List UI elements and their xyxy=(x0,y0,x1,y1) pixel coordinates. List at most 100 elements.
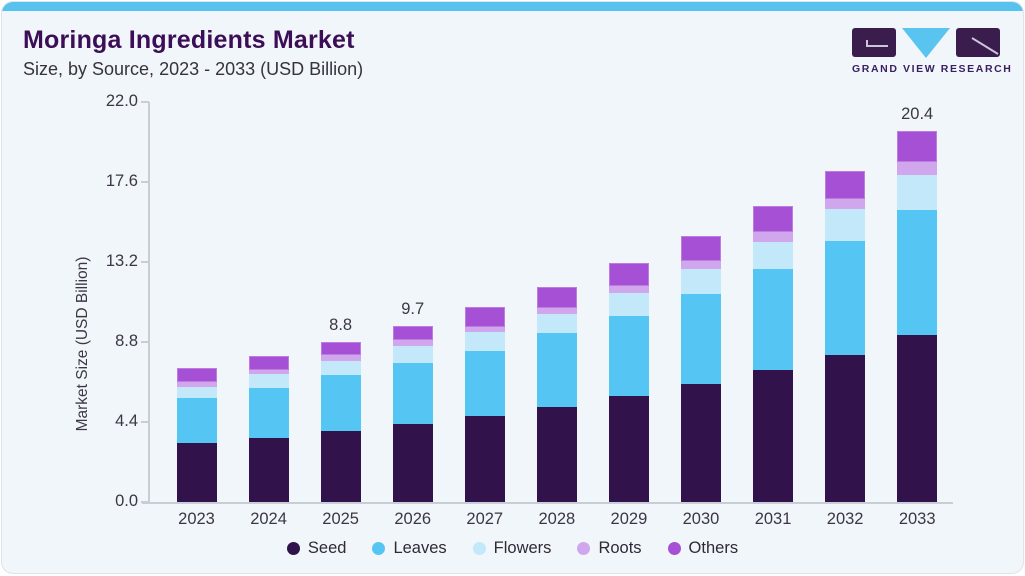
legend-label-seed: Seed xyxy=(307,539,347,557)
bar-segment-flowers-2029 xyxy=(608,292,649,316)
bar-segment-others-2029 xyxy=(608,262,649,286)
x-tick-label-2033: 2033 xyxy=(898,510,936,528)
bar-value-label-2026: 9.7 xyxy=(401,299,425,318)
x-tick-label-2031: 2031 xyxy=(754,510,792,528)
bar-segment-roots-2030 xyxy=(680,261,721,269)
legend-label-roots: Roots xyxy=(598,539,642,557)
y-tick-label: 17.6 xyxy=(105,172,138,190)
bar-segment-others-2031 xyxy=(753,206,794,233)
bar-segment-flowers-2024 xyxy=(248,374,289,388)
y-tick xyxy=(141,341,149,343)
bar-segment-leaves-2024 xyxy=(248,387,289,439)
legend-label-flowers: Flowers xyxy=(493,539,552,557)
bar-segment-others-2032 xyxy=(825,171,866,200)
bar-segment-seed-2027 xyxy=(464,416,505,502)
bar-segment-flowers-2027 xyxy=(464,332,505,351)
bar-segment-roots-2023 xyxy=(176,381,217,387)
bar-segment-seed-2028 xyxy=(536,406,577,502)
stacked-bar-chart: 0.0 4.4 8.8 13.2 17.6 22.0 2023 2024 2025 8.8 2026… xyxy=(106,92,953,528)
legend-item-roots: Roots xyxy=(577,539,642,558)
bar-value-label-2025: 8.8 xyxy=(329,316,353,334)
bar-segment-roots-2024 xyxy=(248,369,289,375)
page-title: Moringa Ingredients Market xyxy=(23,26,355,54)
gvr-logo-v-icon xyxy=(902,28,950,58)
legend-label-others: Others xyxy=(688,539,739,557)
bar-segment-leaves-2025 xyxy=(320,374,361,431)
bar-segment-roots-2032 xyxy=(825,199,866,209)
y-tick-label: 22.0 xyxy=(105,92,138,110)
bar-segment-others-2025 xyxy=(320,342,361,356)
legend-dot-roots xyxy=(577,542,591,555)
bar-segment-seed-2025 xyxy=(320,430,361,502)
bar-value-label-2033: 20.4 xyxy=(901,105,934,124)
bar-segment-seed-2024 xyxy=(248,438,289,502)
legend-item-others: Others xyxy=(667,539,739,558)
bar-segment-seed-2032 xyxy=(825,354,866,502)
bar-2030 xyxy=(680,236,721,502)
bar-segment-leaves-2027 xyxy=(464,350,505,417)
y-tick xyxy=(141,261,149,263)
bar-segment-leaves-2023 xyxy=(176,398,217,443)
gvr-logo-mark xyxy=(852,28,1000,59)
x-tick-label-2028: 2028 xyxy=(538,510,576,528)
bar-segment-leaves-2029 xyxy=(608,315,649,396)
bar-segment-leaves-2030 xyxy=(680,293,721,384)
gvr-logo-text: GRAND VIEW RESEARCH xyxy=(852,63,1013,75)
bar-segment-seed-2031 xyxy=(753,370,794,502)
bar-segment-seed-2023 xyxy=(176,442,217,502)
bar-2033 xyxy=(897,131,938,502)
legend-dot-others xyxy=(667,542,681,555)
bar-segment-flowers-2030 xyxy=(680,268,721,294)
x-tick-label-2030: 2030 xyxy=(682,510,720,528)
bar-segment-leaves-2032 xyxy=(825,241,866,355)
bar-segment-others-2024 xyxy=(248,355,289,370)
bar-2027 xyxy=(464,307,505,502)
page-subtitle: Size, by Source, 2023 - 2033 (USD Billio… xyxy=(23,59,364,79)
bar-segment-leaves-2033 xyxy=(897,209,938,336)
top-accent-bar xyxy=(2,2,1023,11)
bar-segment-flowers-2023 xyxy=(176,386,217,399)
y-tick xyxy=(141,421,149,423)
legend-item-leaves: Leaves xyxy=(372,539,447,558)
bar-segment-others-2030 xyxy=(680,236,721,262)
bar-segment-roots-2026 xyxy=(392,340,433,346)
bar-segment-roots-2027 xyxy=(464,326,505,333)
x-tick-label-2024: 2024 xyxy=(250,510,287,528)
legend-item-seed: Seed xyxy=(286,539,347,558)
bar-2029 xyxy=(608,262,649,502)
x-tick-label-2025: 2025 xyxy=(322,510,359,528)
bar-segment-seed-2026 xyxy=(392,424,433,502)
bar-segment-others-2033 xyxy=(897,131,938,162)
bar-segment-others-2028 xyxy=(536,286,577,308)
gvr-logo-g-icon xyxy=(852,28,896,57)
bar-2024 xyxy=(248,355,289,502)
y-tick-label: 0.0 xyxy=(115,492,138,510)
bar-segment-seed-2033 xyxy=(897,335,938,502)
bar-segment-others-2027 xyxy=(464,307,505,327)
legend-label-leaves: Leaves xyxy=(393,539,447,557)
bar-segment-flowers-2033 xyxy=(897,175,938,210)
chart-legend: Seed Leaves Flowers Roots Others xyxy=(2,539,1023,558)
bar-2026 xyxy=(392,325,433,502)
bar-segment-flowers-2025 xyxy=(320,360,361,375)
bar-segment-roots-2033 xyxy=(897,161,938,176)
y-tick xyxy=(141,181,149,183)
grand-view-research-logo: GRAND VIEW RESEARCH xyxy=(852,28,1013,75)
bar-segment-flowers-2028 xyxy=(536,314,577,334)
legend-dot-leaves xyxy=(372,542,386,555)
x-tick-label-2026: 2026 xyxy=(394,510,432,528)
bar-segment-leaves-2026 xyxy=(392,363,433,425)
x-tick-label-2023: 2023 xyxy=(178,510,215,528)
bar-segment-roots-2029 xyxy=(608,285,649,293)
bar-segment-seed-2029 xyxy=(608,395,649,502)
bar-segment-roots-2028 xyxy=(536,307,577,315)
y-tick xyxy=(141,101,149,103)
bar-2031 xyxy=(753,206,794,502)
bar-segment-flowers-2031 xyxy=(753,242,794,270)
x-axis-line xyxy=(142,502,953,504)
bar-2023 xyxy=(176,367,217,502)
legend-dot-seed xyxy=(286,542,300,555)
bar-segment-others-2026 xyxy=(392,325,433,341)
legend-item-flowers: Flowers xyxy=(472,539,552,558)
